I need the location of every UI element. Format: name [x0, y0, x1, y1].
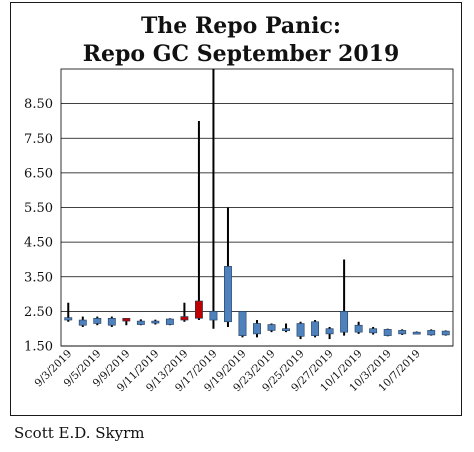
candle-body [78, 319, 87, 326]
candle [209, 69, 218, 329]
candle-body [180, 316, 189, 321]
chart-title-line-2: Repo GC September 2019 [83, 41, 400, 67]
candle-body [311, 321, 320, 336]
candle-body [398, 330, 407, 335]
candle-body [325, 328, 334, 335]
candle [165, 318, 174, 326]
candle [369, 326, 378, 335]
y-tick-label: 1.50 [24, 340, 53, 355]
y-tick-label: 3.50 [24, 270, 53, 285]
candle [180, 302, 189, 322]
candle-body [253, 323, 261, 335]
candle-body [354, 324, 363, 333]
candle-body [93, 317, 102, 324]
y-tick-label: 6.50 [24, 166, 53, 181]
y-tick-label: 5.50 [24, 201, 53, 216]
candles [64, 69, 450, 340]
candle [238, 311, 247, 338]
candle [441, 330, 450, 336]
candle [151, 319, 160, 325]
author-credit: Scott E.D. Skyrm [14, 424, 145, 442]
candle [383, 328, 392, 337]
candle [78, 316, 87, 327]
candle [93, 316, 102, 326]
candle-body [282, 328, 290, 331]
candle [64, 302, 73, 322]
chart-frame: The Repo Panic: Repo GC September 2019 1… [10, 2, 462, 416]
y-tick-label: 7.50 [24, 132, 53, 147]
candle [412, 331, 421, 335]
candle-body [209, 311, 218, 321]
y-tick-label: 4.50 [24, 236, 53, 251]
candle [296, 321, 305, 340]
candle-body [441, 330, 450, 336]
candle-body [412, 331, 421, 335]
candle-body [340, 311, 349, 333]
candle-body [267, 324, 276, 331]
candle [354, 321, 363, 334]
candle-body [165, 318, 174, 325]
candle-body [122, 317, 131, 322]
gridlines [61, 103, 453, 347]
candle-body [369, 328, 378, 334]
x-axis-ticks: 9/3/20199/5/20199/9/20199/11/20199/13/20… [33, 348, 423, 395]
candle-body [107, 317, 116, 326]
candlestick-chart: The Repo Panic: Repo GC September 2019 1… [24, 13, 454, 395]
y-tick-label: 8.50 [24, 97, 53, 112]
chart-title-line-1: The Repo Panic: [141, 13, 341, 39]
candle [340, 259, 349, 336]
candle-body [151, 320, 160, 324]
y-tick-label: 2.50 [24, 305, 53, 320]
candle [398, 329, 407, 335]
candle [107, 316, 116, 327]
candle-body [224, 266, 232, 323]
candle [282, 323, 290, 333]
y-axis-ticks: 1.50 2.50 3.50 4.50 5.50 6.50 7.50 8.50 [24, 97, 53, 354]
candle-body [296, 323, 305, 337]
candle [224, 207, 232, 327]
plot-area-border [60, 68, 454, 347]
candle-body [64, 317, 73, 321]
candle [136, 319, 145, 326]
candle [253, 320, 261, 338]
candle-body [383, 329, 392, 336]
candle [267, 323, 276, 333]
candle-body [136, 320, 145, 325]
candle-body [194, 300, 203, 319]
candle-body [238, 311, 247, 336]
candle [194, 120, 203, 321]
candle [122, 317, 131, 326]
candle [325, 326, 334, 340]
candle [427, 329, 436, 336]
candle [311, 320, 320, 338]
candle-body [427, 330, 436, 336]
